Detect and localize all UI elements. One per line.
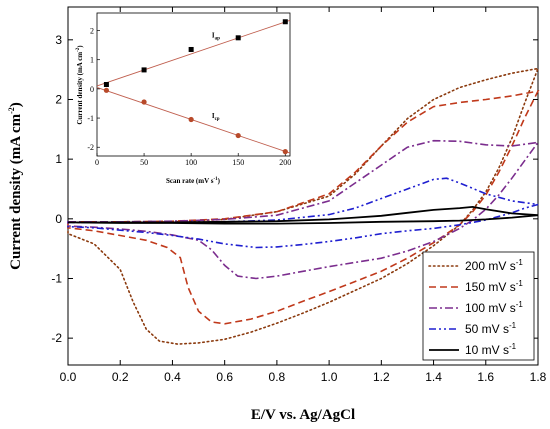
- inset-point-cp: [282, 149, 288, 155]
- inset-series-label: Icp: [212, 112, 220, 122]
- inset-x-title-sup: -1: [214, 177, 219, 182]
- inset-x-title-main: Scan rate (mV s: [166, 177, 214, 185]
- legend-label-sup: -1: [516, 258, 524, 267]
- inset-x-tick-label: 150: [232, 158, 244, 167]
- main-ticks: 0.0 0.2 0.4 0.6 0.8 1.0 1.2 1.4 1.6 1.8 -2 -1 0 1 2 3: [51, 7, 547, 384]
- inset-ticks: 0 50 100 150 200 -2 -1 0 1 2: [87, 27, 291, 167]
- y-axis-title-close: ): [8, 102, 24, 107]
- inset-x-tick-label: 0: [95, 158, 99, 167]
- y-tick-label: 0: [55, 212, 62, 226]
- y-axis-title: Current density (mA cm-2): [7, 102, 24, 270]
- inset-y-tick-label: 0: [90, 85, 94, 94]
- legend-label-sup: -1: [516, 300, 524, 309]
- x-tick-label: 0.0: [60, 370, 77, 384]
- x-axis-title: E/V vs. Ag/AgCl: [251, 407, 355, 423]
- x-tick-label: 1.8: [530, 370, 547, 384]
- legend-label-text: 150 mV s: [465, 280, 516, 294]
- y-tick-label: -2: [51, 331, 62, 345]
- series-line-100-mv: [67, 139, 540, 280]
- legend-label: 200 mV s-1: [465, 258, 523, 273]
- x-tick-label: 1.0: [321, 370, 338, 384]
- x-tick-label: 0.4: [164, 370, 181, 384]
- y-tick-label: -1: [51, 271, 62, 285]
- series-line-10-mv: [67, 205, 539, 225]
- inset-series-label-sub: cp: [215, 117, 220, 122]
- legend-label-text: 50 mV s: [465, 322, 509, 336]
- inset-series-label-main: I: [212, 32, 215, 40]
- inset-y-tick-label: 1: [90, 56, 94, 65]
- inset-series-label: Iap: [212, 32, 220, 42]
- inset-y-tick-label: -2: [87, 143, 94, 152]
- legend-label-text: 100 mV s: [465, 301, 516, 315]
- inset-point-cp: [103, 87, 110, 93]
- inset-fit-line: [96, 19, 291, 87]
- inset-y-title-sup: -2: [76, 47, 81, 52]
- inset-point-cp: [235, 132, 241, 139]
- inset-y-axis-title: Current density (mA cm-2): [76, 45, 84, 125]
- main-series-group: [67, 67, 540, 345]
- legend-label-sup: -1: [509, 321, 517, 330]
- inset-y-tick-label: -1: [87, 114, 94, 123]
- inset-point-ap: [235, 35, 241, 41]
- inset-point-cp: [188, 116, 194, 123]
- y-tick-label: 2: [55, 92, 62, 106]
- inset-series-label-sub: ap: [215, 37, 221, 42]
- x-tick-label: 1.6: [477, 370, 494, 384]
- legend-label: 10 mV s-1: [465, 342, 517, 357]
- legend-label: 100 mV s-1: [465, 300, 523, 315]
- inset-point-ap: [282, 19, 288, 25]
- legend-label-text: 10 mV s: [465, 343, 509, 357]
- inset-point-ap: [188, 46, 194, 52]
- inset-x-axis-title: Scan rate (mV s-1): [166, 177, 221, 185]
- legend-label-sup: -1: [516, 279, 524, 288]
- x-tick-label: 0.8: [269, 370, 286, 384]
- y-tick-label: 1: [55, 152, 62, 166]
- inset-point-ap: [103, 82, 109, 87]
- legend-label: 50 mV s-1: [465, 321, 517, 336]
- inset-point-ap: [141, 67, 147, 73]
- inset-x-title-close: ): [218, 177, 221, 185]
- inset-series-label-main: I: [212, 112, 215, 120]
- x-tick-label: 1.4: [425, 370, 442, 384]
- y-tick-label: 3: [55, 33, 62, 47]
- inset-plot-area: [96, 12, 291, 157]
- inset-x-tick-label: 100: [185, 158, 197, 167]
- inset-y-title-close: ): [76, 45, 84, 48]
- legend-box: [422, 251, 535, 361]
- inset-y-tick-label: 2: [90, 27, 94, 36]
- legend-label-sup: -1: [509, 342, 517, 351]
- legend-label-text: 200 mV s: [465, 259, 516, 273]
- y-axis-title-main: Current density (mA cm: [8, 113, 24, 269]
- y-axis-title-sup: -2: [7, 107, 16, 114]
- x-tick-label: 0.2: [112, 370, 129, 384]
- series-line-200-mv: [67, 67, 540, 345]
- x-tick-label: 0.6: [216, 370, 233, 384]
- inset-point-cp: [141, 99, 147, 105]
- x-tick-label: 1.2: [373, 370, 390, 384]
- inset-y-title-main: Current density (mA cm: [76, 52, 84, 125]
- inset-x-tick-label: 50: [140, 158, 148, 167]
- inset-x-tick-label: 200: [279, 158, 291, 167]
- legend-label: 150 mV s-1: [465, 279, 523, 294]
